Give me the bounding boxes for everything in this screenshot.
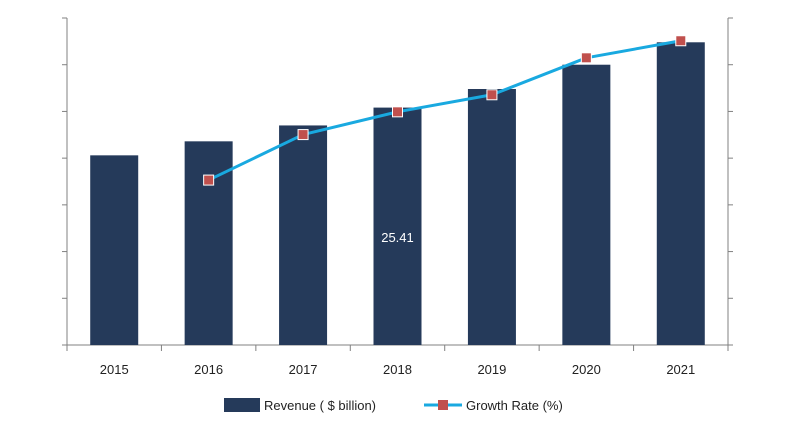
x-tick-label-2016: 2016 <box>194 362 223 377</box>
x-tick-label-2015: 2015 <box>100 362 129 377</box>
legend: Revenue ( $ billion) Growth Rate (%) <box>224 398 563 413</box>
x-tick-label-2021: 2021 <box>666 362 695 377</box>
x-tick-label-2019: 2019 <box>477 362 506 377</box>
revenue-bars <box>90 42 705 346</box>
revenue-bar-2015 <box>90 155 139 345</box>
data-label-2018: 25.41 <box>381 230 414 245</box>
growth-rate-point-2017 <box>297 129 309 141</box>
revenue-bar-2017 <box>279 125 328 345</box>
growth-rate-point-2020 <box>580 52 592 64</box>
legend-revenue-swatch <box>224 398 260 412</box>
growth-rate-point-2016 <box>203 174 215 186</box>
legend-growth-label: Growth Rate (%) <box>466 398 563 413</box>
x-tick-label-2017: 2017 <box>289 362 318 377</box>
growth-rate-line <box>207 39 682 182</box>
legend-revenue-label: Revenue ( $ billion) <box>264 398 376 413</box>
growth-rate-series <box>203 35 687 186</box>
x-tick-label-2020: 2020 <box>572 362 601 377</box>
revenue-bar-2018 <box>373 107 422 346</box>
growth-rate-point-2018 <box>392 106 403 118</box>
legend-growth-marker <box>438 400 448 410</box>
x-axis-tick-labels: 2015 2016 2017 2018 2019 2020 2021 <box>100 362 695 377</box>
revenue-bar-2020 <box>562 64 611 345</box>
revenue-bar-2019 <box>467 89 516 346</box>
growth-rate-point-2021 <box>675 35 687 47</box>
data-labels: 25.41 <box>381 230 414 245</box>
revenue-bar-2021 <box>656 42 705 345</box>
growth-rate-point-2019 <box>486 89 498 101</box>
x-tick-label-2018: 2018 <box>383 362 412 377</box>
